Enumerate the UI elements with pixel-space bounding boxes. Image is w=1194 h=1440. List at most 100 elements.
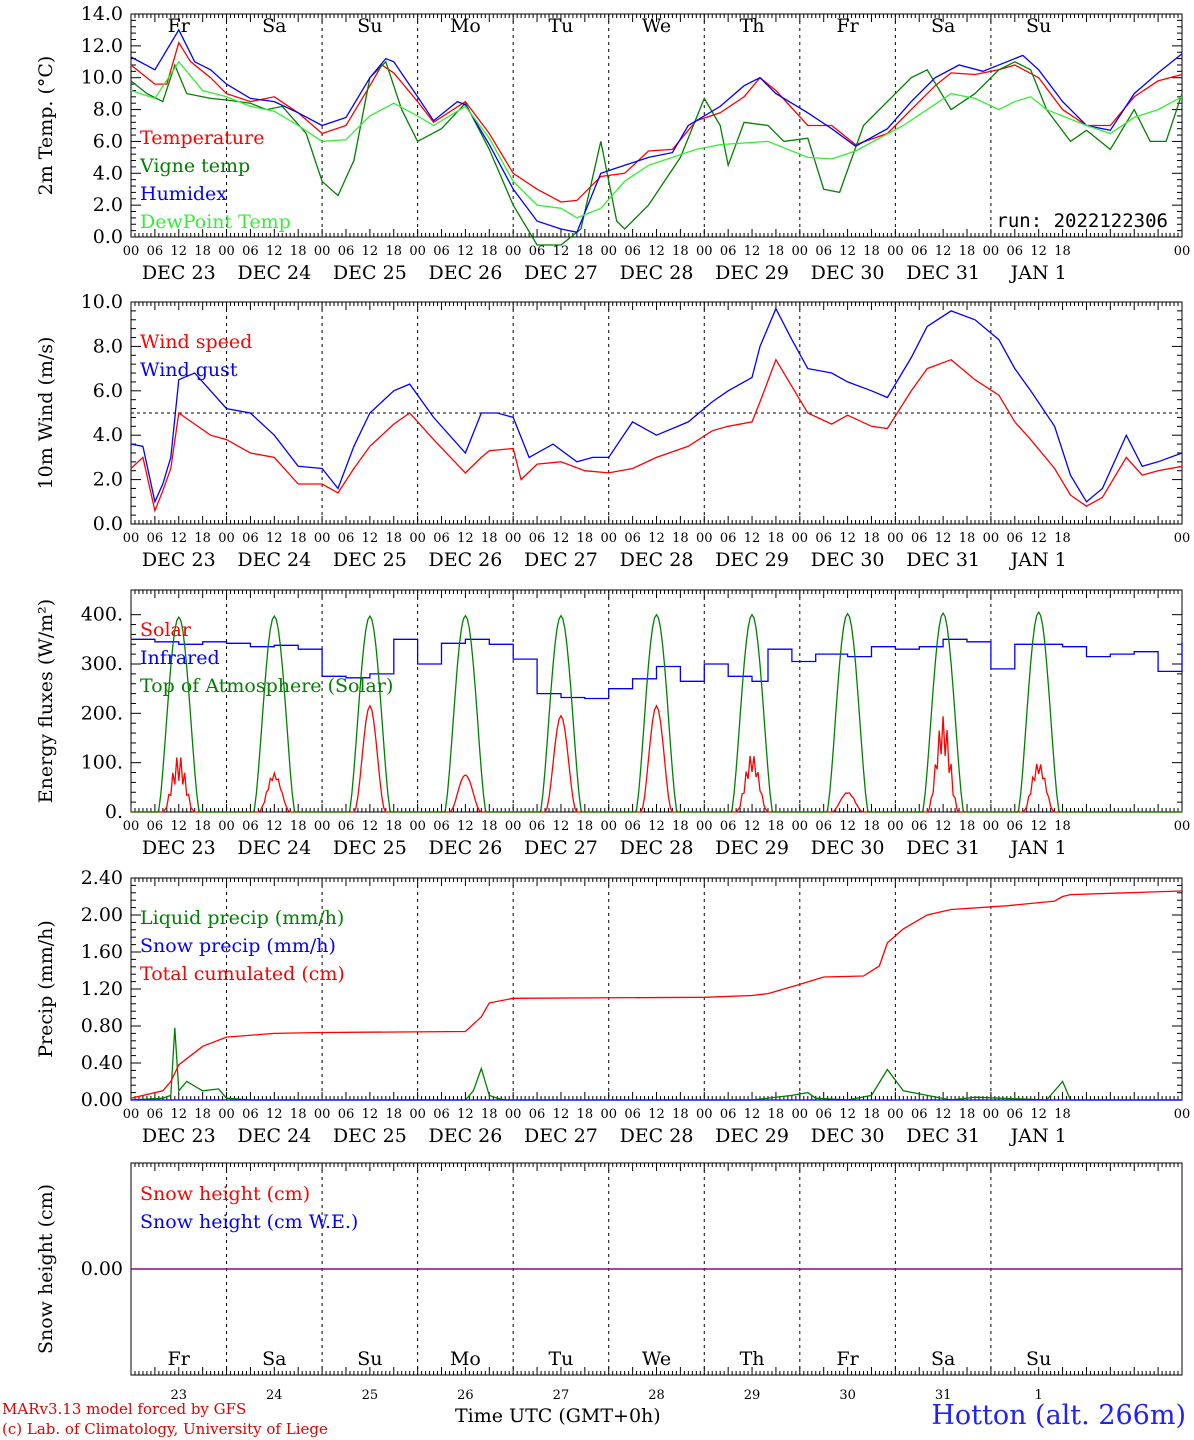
hour-tick-label: 06 xyxy=(242,1107,259,1122)
hour-tick-label: 00 xyxy=(314,819,331,834)
date-label: DEC 27 xyxy=(524,837,598,859)
day-number-label: 27 xyxy=(553,1388,570,1403)
hour-tick-label: 00 xyxy=(792,531,809,546)
hour-tick-label: 00 xyxy=(600,1107,617,1122)
hour-tick-label: 06 xyxy=(624,531,641,546)
weekday-label: Su xyxy=(1026,1348,1051,1370)
hour-tick-label: 18 xyxy=(577,1107,594,1122)
y-tick-label: 10.0 xyxy=(81,291,123,313)
hour-tick-label: 00 xyxy=(218,244,235,259)
weekday-label: Sa xyxy=(262,15,286,37)
hour-tick-label: 06 xyxy=(911,531,928,546)
hour-tick-label: 00 xyxy=(792,1107,809,1122)
hour-tick-label: 12 xyxy=(362,531,379,546)
hour-tick-label: 00 xyxy=(887,244,904,259)
panel-4 xyxy=(130,877,1183,1101)
day-number-label: 28 xyxy=(648,1388,665,1403)
hour-tick-label: 12 xyxy=(457,531,474,546)
date-label: DEC 30 xyxy=(811,262,885,284)
hour-tick-label: 12 xyxy=(457,819,474,834)
hour-tick-label: 06 xyxy=(720,531,737,546)
hour-tick-label: 18 xyxy=(959,244,976,259)
hour-tick-label: 18 xyxy=(481,531,498,546)
hour-tick-label: 12 xyxy=(553,531,570,546)
hour-tick-label: 00 xyxy=(983,531,1000,546)
hour-tick-label: 00 xyxy=(696,819,713,834)
hour-tick-label: 18 xyxy=(481,819,498,834)
y-tick-label: 8.0 xyxy=(93,99,123,121)
y-axis-label: 2m Temp. (°C) xyxy=(35,56,57,196)
weekday-label: Fr xyxy=(168,15,191,37)
date-label: DEC 27 xyxy=(524,1125,598,1147)
hour-tick-label: 18 xyxy=(768,531,785,546)
hour-tick-label: 12 xyxy=(170,1107,187,1122)
hour-tick-label: 00 xyxy=(600,819,617,834)
date-label: DEC 25 xyxy=(333,1125,407,1147)
date-label: DEC 30 xyxy=(811,1125,885,1147)
hour-tick-label: 00 xyxy=(218,1107,235,1122)
hour-tick-label: 18 xyxy=(577,819,594,834)
hour-tick-label: 06 xyxy=(242,244,259,259)
hour-tick-label: 06 xyxy=(624,244,641,259)
hour-tick-label: 06 xyxy=(338,244,355,259)
time-axis-label: Time UTC (GMT+0h) xyxy=(455,1405,661,1427)
hour-tick-label: 12 xyxy=(648,244,665,259)
hour-tick-label: 18 xyxy=(290,819,307,834)
day-number-label: 26 xyxy=(457,1388,474,1403)
y-tick-label: 0.0 xyxy=(93,226,123,248)
date-label: DEC 31 xyxy=(906,1125,980,1147)
hour-tick-label: 12 xyxy=(1030,1107,1047,1122)
hour-tick-label: 12 xyxy=(457,1107,474,1122)
hour-tick-label: 00 xyxy=(314,531,331,546)
hour-tick-label: 18 xyxy=(863,244,880,259)
panel-3 xyxy=(130,589,1183,813)
hour-tick-label: 12 xyxy=(935,531,952,546)
hour-tick-label: 06 xyxy=(1007,244,1024,259)
day-number-label: 1 xyxy=(1035,1388,1043,1403)
date-label: DEC 31 xyxy=(906,549,980,571)
hour-tick-label: 00 xyxy=(1174,244,1191,259)
hour-tick-label: 06 xyxy=(624,1107,641,1122)
hour-tick-label: 06 xyxy=(911,244,928,259)
hour-tick-label: 12 xyxy=(839,244,856,259)
hour-tick-label: 18 xyxy=(672,244,689,259)
hour-tick-label: 18 xyxy=(194,1107,211,1122)
hour-tick-label: 18 xyxy=(768,244,785,259)
legend-dewpoint-temp: DewPoint Temp xyxy=(140,211,291,233)
date-label: DEC 28 xyxy=(620,837,694,859)
panel-frame xyxy=(130,13,1183,238)
weekday-label: We xyxy=(642,1348,671,1370)
hour-tick-label: 18 xyxy=(290,531,307,546)
hour-tick-label: 00 xyxy=(218,819,235,834)
weekday-label: Tu xyxy=(548,15,573,37)
weekday-label: Fr xyxy=(168,1348,191,1370)
hour-tick-label: 18 xyxy=(290,244,307,259)
hour-tick-label: 00 xyxy=(887,531,904,546)
legend-snow-precip-mm-h-: Snow precip (mm/h) xyxy=(140,935,336,957)
hour-tick-label: 06 xyxy=(1007,531,1024,546)
hour-tick-label: 12 xyxy=(839,531,856,546)
day-number-label: 24 xyxy=(266,1388,283,1403)
date-label: JAN 1 xyxy=(1009,837,1067,859)
hour-tick-label: 18 xyxy=(863,1107,880,1122)
hour-tick-label: 00 xyxy=(600,531,617,546)
series-infrared xyxy=(131,638,1183,700)
hour-tick-label: 18 xyxy=(1054,819,1071,834)
hour-tick-label: 06 xyxy=(433,531,450,546)
hour-tick-label: 00 xyxy=(600,244,617,259)
hour-tick-label: 00 xyxy=(1174,1107,1191,1122)
hour-tick-label: 00 xyxy=(409,244,426,259)
hour-tick-label: 06 xyxy=(911,819,928,834)
hour-tick-label: 06 xyxy=(529,1107,546,1122)
hour-tick-label: 06 xyxy=(529,819,546,834)
hour-tick-label: 18 xyxy=(672,819,689,834)
date-label: JAN 1 xyxy=(1009,262,1067,284)
panel-2 xyxy=(130,301,1183,525)
date-label: DEC 25 xyxy=(333,262,407,284)
hour-tick-label: 12 xyxy=(170,244,187,259)
hour-tick-label: 12 xyxy=(266,244,283,259)
hour-tick-label: 18 xyxy=(577,244,594,259)
y-tick-label: 0.0 xyxy=(93,513,123,535)
hour-tick-label: 12 xyxy=(266,819,283,834)
hour-tick-label: 00 xyxy=(983,244,1000,259)
